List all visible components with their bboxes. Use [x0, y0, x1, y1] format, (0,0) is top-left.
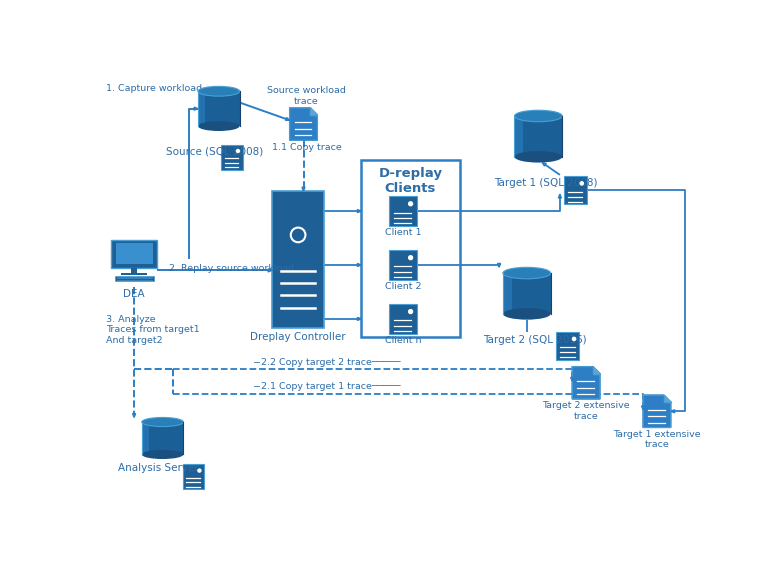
Polygon shape: [268, 269, 272, 272]
Text: Analysis Server: Analysis Server: [119, 463, 199, 473]
Text: Target 2 extensive
trace: Target 2 extensive trace: [542, 402, 630, 420]
Text: 1.1 Copy trace: 1.1 Copy trace: [271, 142, 342, 152]
FancyBboxPatch shape: [272, 191, 324, 328]
Polygon shape: [664, 395, 671, 402]
FancyBboxPatch shape: [389, 251, 417, 280]
Polygon shape: [593, 367, 600, 374]
Polygon shape: [643, 395, 671, 427]
Bar: [503, 273, 551, 314]
Bar: [131, 268, 136, 272]
Polygon shape: [542, 162, 546, 166]
Text: 1. Capture workload: 1. Capture workload: [105, 84, 202, 93]
Text: DEA: DEA: [123, 289, 145, 299]
Polygon shape: [302, 187, 305, 191]
Polygon shape: [498, 264, 501, 267]
Polygon shape: [194, 107, 198, 110]
FancyBboxPatch shape: [564, 176, 587, 204]
Text: Client n: Client n: [385, 336, 421, 345]
Ellipse shape: [198, 86, 239, 96]
Bar: [515, 116, 523, 157]
Circle shape: [573, 337, 576, 340]
Polygon shape: [285, 117, 289, 120]
Polygon shape: [641, 406, 644, 410]
Bar: [515, 116, 562, 157]
Polygon shape: [133, 414, 136, 418]
Text: Dreplay Controller: Dreplay Controller: [250, 332, 346, 342]
Polygon shape: [357, 209, 361, 213]
Bar: [142, 422, 183, 455]
Text: Target 1 extensive
trace: Target 1 extensive trace: [613, 430, 700, 449]
Text: Source workload
trace: Source workload trace: [267, 86, 346, 106]
Text: D-replay
Clients: D-replay Clients: [378, 167, 442, 195]
Ellipse shape: [503, 308, 551, 320]
Bar: [503, 273, 512, 314]
Text: −2.1 Copy target 1 trace─────: −2.1 Copy target 1 trace─────: [254, 382, 401, 391]
Circle shape: [409, 256, 413, 260]
Ellipse shape: [515, 110, 562, 122]
Circle shape: [236, 149, 239, 153]
Text: Target 2 (SQL 2016): Target 2 (SQL 2016): [483, 335, 587, 345]
Ellipse shape: [503, 267, 551, 279]
Polygon shape: [357, 264, 361, 267]
Circle shape: [198, 469, 201, 472]
FancyBboxPatch shape: [115, 243, 153, 264]
Bar: [198, 92, 205, 126]
Text: Source (SQL 2008): Source (SQL 2008): [166, 146, 264, 156]
Polygon shape: [357, 317, 361, 320]
Text: 3. Analyze
Traces from target1
And target2: 3. Analyze Traces from target1 And targe…: [105, 315, 199, 345]
Polygon shape: [289, 108, 317, 140]
FancyBboxPatch shape: [115, 276, 154, 281]
Polygon shape: [310, 108, 317, 115]
Text: 2. Replay source workload: 2. Replay source workload: [168, 264, 294, 273]
Text: Target 1 (SQL 2008): Target 1 (SQL 2008): [495, 178, 597, 188]
FancyBboxPatch shape: [183, 464, 204, 489]
Circle shape: [580, 182, 583, 185]
FancyBboxPatch shape: [389, 196, 417, 226]
Circle shape: [409, 202, 413, 206]
Ellipse shape: [515, 151, 562, 162]
FancyBboxPatch shape: [389, 304, 417, 333]
Ellipse shape: [142, 418, 183, 427]
Polygon shape: [573, 367, 600, 399]
Text: −2.2 Copy target 2 trace─────: −2.2 Copy target 2 trace─────: [254, 358, 401, 367]
Text: Client 2: Client 2: [385, 282, 421, 291]
Ellipse shape: [142, 450, 183, 459]
Bar: [198, 92, 239, 126]
Polygon shape: [571, 378, 574, 382]
FancyBboxPatch shape: [221, 145, 243, 169]
Text: Client 1: Client 1: [385, 228, 421, 237]
FancyBboxPatch shape: [111, 240, 158, 268]
Bar: [142, 422, 149, 455]
Ellipse shape: [198, 121, 239, 131]
Bar: [121, 272, 147, 275]
Polygon shape: [558, 194, 562, 198]
FancyBboxPatch shape: [556, 332, 580, 360]
Polygon shape: [671, 410, 675, 413]
Circle shape: [409, 309, 413, 313]
